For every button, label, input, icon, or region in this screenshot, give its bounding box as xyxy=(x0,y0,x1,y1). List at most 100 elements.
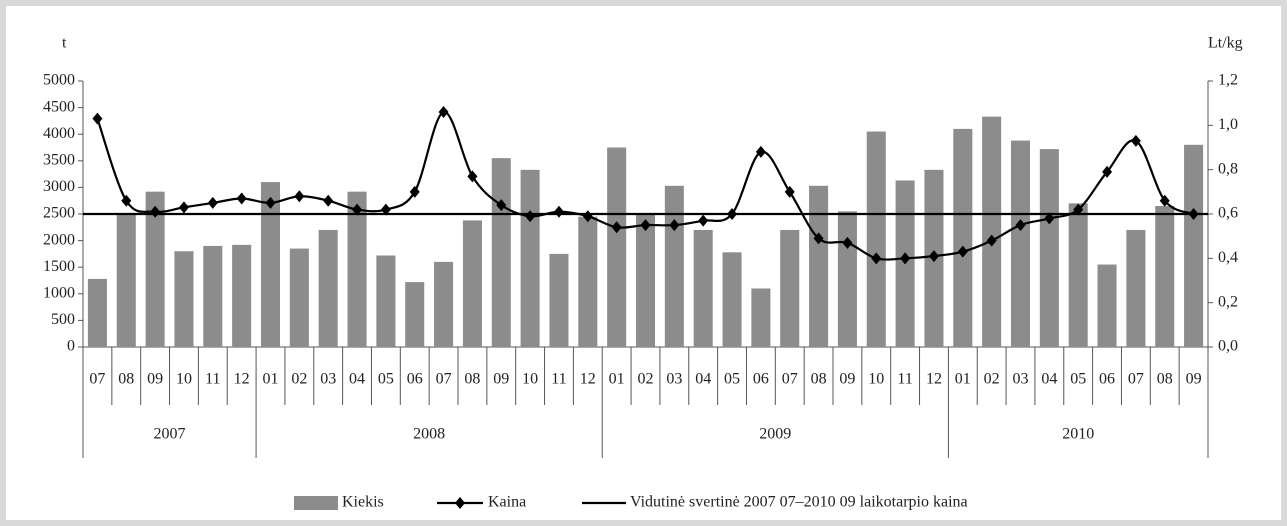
x-tick-label: 09 xyxy=(147,371,163,388)
bar xyxy=(549,253,569,347)
price-marker xyxy=(957,245,968,258)
price-marker xyxy=(352,203,363,216)
y2-tick-label: 0,0 xyxy=(1218,338,1238,355)
bar xyxy=(809,185,829,347)
x-tick-label: 05 xyxy=(1070,371,1086,388)
price-marker xyxy=(640,219,651,232)
x-tick-label: 01 xyxy=(609,371,625,388)
x-tick-label: 05 xyxy=(724,371,740,388)
price-marker xyxy=(178,201,189,214)
bar xyxy=(462,220,482,347)
x-tick-label: 01 xyxy=(263,371,279,388)
y-tick-label: 0 xyxy=(67,338,75,355)
price-marker xyxy=(871,252,882,265)
bar xyxy=(1155,206,1175,347)
y-tick-label: 3000 xyxy=(43,178,75,195)
y-tick-label: 4500 xyxy=(43,98,75,115)
bar xyxy=(1039,149,1059,347)
price-marker xyxy=(611,221,622,234)
bar xyxy=(405,282,425,347)
bar xyxy=(520,169,540,347)
bar xyxy=(1126,229,1146,347)
y2-tick-label: 1,0 xyxy=(1218,116,1238,133)
price-marker xyxy=(121,194,132,207)
bar xyxy=(751,288,771,347)
x-tick-label: 10 xyxy=(176,371,192,388)
x-tick-label: 07 xyxy=(782,371,798,388)
price-marker xyxy=(928,250,939,263)
bar xyxy=(635,214,656,347)
price-marker xyxy=(1130,134,1141,147)
x-tick-label: 10 xyxy=(868,371,884,388)
x-tick-label: 11 xyxy=(551,371,566,388)
price-marker xyxy=(496,199,507,212)
price-marker xyxy=(842,236,853,249)
bar xyxy=(434,261,454,347)
legend-swatch xyxy=(294,496,338,510)
year-label: 2010 xyxy=(1062,426,1094,443)
price-marker xyxy=(294,190,305,203)
price-marker xyxy=(467,170,478,183)
price-marker xyxy=(813,232,824,245)
y-tick-label: 3500 xyxy=(43,151,75,168)
bar xyxy=(318,229,338,347)
y2-tick-label: 0,2 xyxy=(1218,293,1238,310)
x-tick-label: 06 xyxy=(1099,371,1115,388)
y2-tick-label: 0,6 xyxy=(1218,205,1238,222)
x-tick-label: 02 xyxy=(638,371,654,388)
bar xyxy=(866,131,886,347)
x-tick-label: 07 xyxy=(436,371,452,388)
y2-tick-label: 1,2 xyxy=(1218,72,1238,89)
x-tick-label: 09 xyxy=(493,371,509,388)
y-axis-label: t xyxy=(62,35,67,52)
legend-label: Kaina xyxy=(488,494,526,511)
bar xyxy=(174,251,194,347)
legend-label: Kiekis xyxy=(342,494,384,511)
bar xyxy=(289,248,309,347)
bar xyxy=(145,191,165,347)
year-label: 2008 xyxy=(413,426,445,443)
bar xyxy=(953,128,973,347)
price-marker xyxy=(900,252,911,265)
x-tick-label: 03 xyxy=(1013,371,1029,388)
y-tick-label: 1000 xyxy=(43,284,75,301)
bar xyxy=(578,216,598,347)
price-marker xyxy=(1015,219,1026,232)
price-marker xyxy=(409,185,420,198)
x-tick-label: 12 xyxy=(234,371,250,388)
bar xyxy=(1010,140,1031,347)
bar xyxy=(116,214,136,347)
bar xyxy=(376,255,396,347)
price-marker xyxy=(323,194,334,207)
price-marker xyxy=(92,112,103,125)
bar xyxy=(664,185,684,347)
price-marker xyxy=(207,196,218,209)
bar xyxy=(780,229,800,347)
bar xyxy=(1184,144,1204,347)
bar xyxy=(1068,203,1088,347)
y-tick-label: 500 xyxy=(51,311,75,328)
bar xyxy=(837,211,857,347)
x-tick-label: 04 xyxy=(1041,371,1057,388)
y-tick-label: 2000 xyxy=(43,231,75,248)
x-tick-label: 09 xyxy=(1186,371,1202,388)
x-tick-label: 04 xyxy=(695,371,711,388)
price-marker xyxy=(1073,203,1084,216)
x-tick-label: 04 xyxy=(349,371,365,388)
y-tick-label: 4000 xyxy=(43,125,75,142)
y-tick-label: 1500 xyxy=(43,258,75,275)
bar xyxy=(982,116,1002,347)
bar xyxy=(87,278,107,347)
legend-label: Vidutinė svertinė 2007 07–2010 09 laikot… xyxy=(630,494,968,511)
price-marker xyxy=(669,219,680,232)
price-marker xyxy=(438,106,449,119)
x-tick-label: 03 xyxy=(320,371,336,388)
x-tick-label: 01 xyxy=(955,371,971,388)
x-tick-label: 12 xyxy=(580,371,596,388)
bar xyxy=(607,147,627,347)
bar xyxy=(260,182,281,347)
x-tick-label: 11 xyxy=(205,371,220,388)
y2-axis-label: Lt/kg xyxy=(1208,35,1243,52)
x-tick-label: 06 xyxy=(407,371,423,388)
x-tick-label: 09 xyxy=(839,371,855,388)
